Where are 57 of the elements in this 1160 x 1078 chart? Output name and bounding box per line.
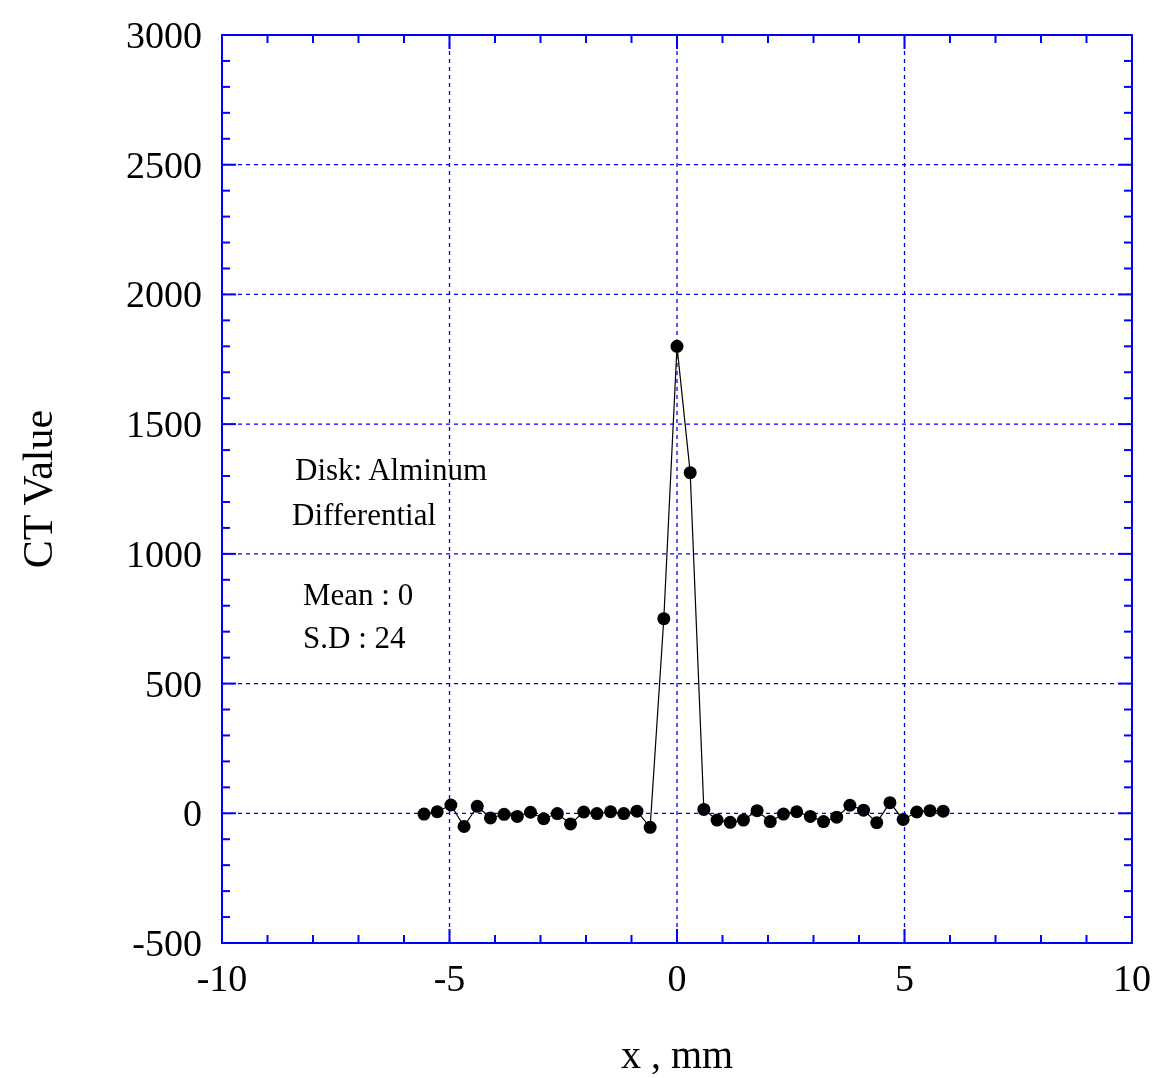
annotation: Mean : 0 [303,577,414,612]
point [417,807,431,821]
point [483,811,497,825]
point [910,805,924,819]
point [523,805,537,819]
x-tick-label: 10 [1113,957,1151,999]
x-axis-title: x , mm [620,1032,734,1077]
point [444,798,458,812]
point [923,804,937,818]
point [577,805,591,819]
point [883,796,897,810]
point [803,809,817,823]
point [790,805,804,819]
point [657,612,671,626]
y-tick-label: 2500 [126,143,202,186]
point [497,807,511,821]
y-tick-label: 2000 [126,273,202,316]
point [643,820,657,834]
y-tick-label: 500 [145,662,202,705]
point [736,813,750,827]
point [617,807,631,821]
annotation: Disk: Alminum [295,452,488,487]
x-tick-label: -5 [433,957,466,999]
point [896,813,910,827]
point [537,812,551,826]
y-tick-label: 1000 [126,532,202,575]
point [550,807,564,821]
point [936,804,950,818]
point [723,815,737,829]
y-tick-label: 0 [183,792,202,835]
annotation: S.D : 24 [303,620,406,655]
y-tick-label: 3000 [126,14,202,56]
point [430,805,444,819]
point [843,798,857,812]
point [697,802,711,816]
point [830,810,844,824]
y-axis-title: CT Value [15,409,61,569]
point [457,820,471,834]
point [510,809,524,823]
point [683,466,697,480]
point [470,799,484,813]
y-tick-label: 1500 [126,403,202,446]
point [564,817,578,831]
point [670,339,684,353]
point [630,804,644,818]
point [817,815,831,829]
x-tick-label: 0 [667,957,687,999]
point [776,807,790,821]
point [857,803,871,817]
x-tick-label: 5 [895,957,914,999]
point [604,805,618,819]
point [763,815,777,829]
point [750,804,764,818]
annotation: Differential [292,497,437,532]
point [870,816,884,830]
point [590,807,604,821]
point [710,813,724,827]
